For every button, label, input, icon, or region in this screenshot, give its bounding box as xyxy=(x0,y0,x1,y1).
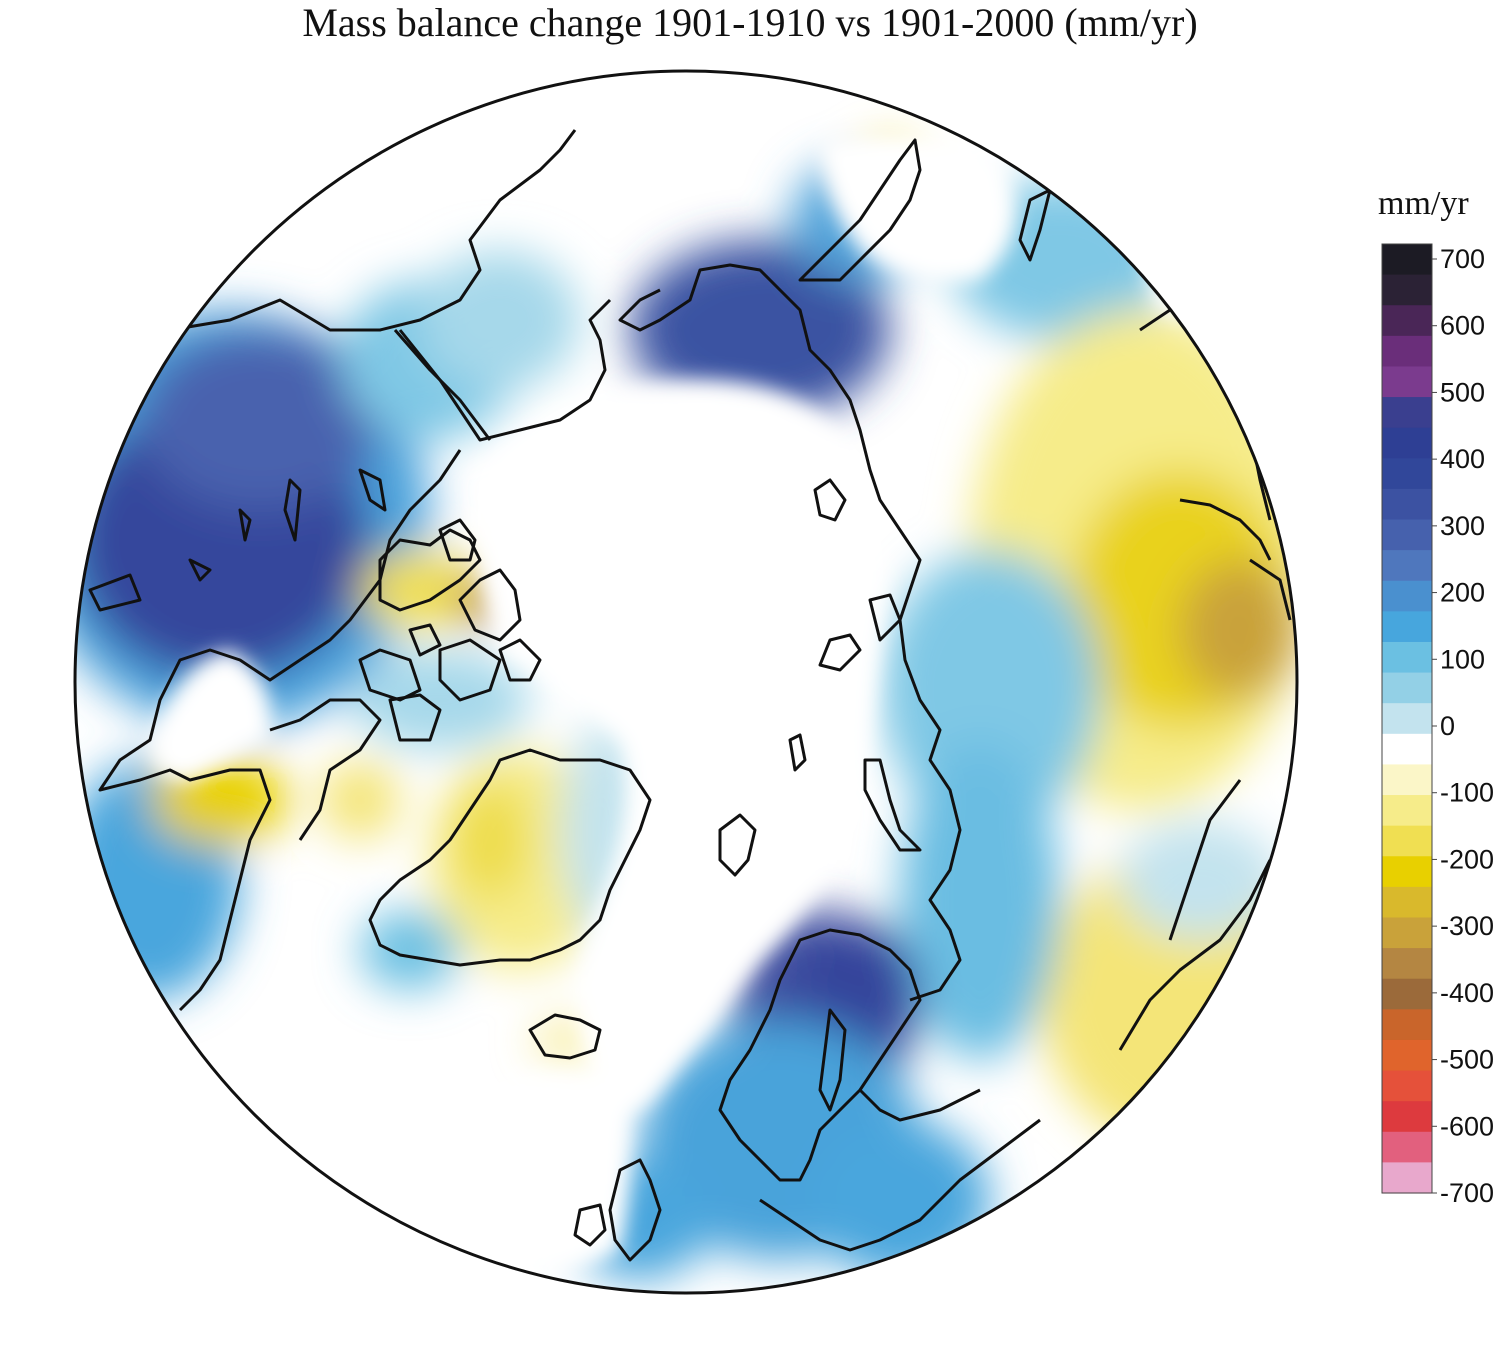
colorbar-tick-label: 700 xyxy=(1440,244,1485,274)
colorbar-swatch xyxy=(1382,1009,1432,1041)
colorbar-swatch xyxy=(1382,672,1432,704)
ireland-coast xyxy=(573,1203,607,1247)
colorbar-swatch xyxy=(1382,733,1432,766)
colorbar-tick-label: -700 xyxy=(1440,1178,1494,1208)
scandinavia-coast xyxy=(718,928,922,1182)
map-boundary xyxy=(73,69,1299,1295)
alaska-canada-border xyxy=(393,329,492,441)
svalbard-coast xyxy=(718,813,757,877)
colorbar-swatch xyxy=(1382,825,1432,857)
coastlines xyxy=(88,129,1292,1262)
colorbar-swatch xyxy=(1382,1162,1432,1194)
colorbar-swatch xyxy=(1382,458,1432,490)
colorbar-tick-label: 400 xyxy=(1440,444,1485,474)
colorbar-tick-label: -300 xyxy=(1440,911,1494,941)
siberia-coast xyxy=(618,263,962,1002)
novaya-zemlya-coast xyxy=(863,758,922,852)
colorbar-swatch xyxy=(1382,397,1432,429)
colorbar-tick-label: -400 xyxy=(1440,978,1494,1008)
colorbar-swatch xyxy=(1382,1039,1432,1072)
kazakh-border xyxy=(1118,859,1272,1051)
colorbar-tick-label: 600 xyxy=(1440,311,1485,341)
colorbar-swatch xyxy=(1382,795,1432,827)
colorbar-swatch xyxy=(1382,519,1432,551)
colorbar-swatch xyxy=(1382,611,1432,643)
colorbar-swatch xyxy=(1382,886,1432,919)
colorbar-swatch xyxy=(1382,335,1432,368)
europe-coast xyxy=(759,1118,1041,1252)
colorbar-tick-label: 300 xyxy=(1440,511,1485,541)
colorbar-frame xyxy=(1381,243,1433,1194)
mass-balance-field xyxy=(75,140,1297,1280)
colorbar-swatch xyxy=(1382,1131,1432,1163)
island-banks xyxy=(378,528,482,612)
greenland-coast xyxy=(368,748,652,967)
colorbar-tick-label: -600 xyxy=(1440,1111,1494,1141)
chart-title: Mass balance change 1901-1910 vs 1901-20… xyxy=(302,0,1198,45)
colorbar-swatch xyxy=(1382,764,1432,796)
colorbar-swatch xyxy=(1382,488,1432,521)
baltic-border xyxy=(858,1088,981,1122)
labrador-coast xyxy=(269,698,382,841)
iceland-coast xyxy=(528,1013,602,1060)
colorbar-swatch xyxy=(1382,1101,1432,1133)
colorbar-tick-label: -500 xyxy=(1440,1045,1494,1075)
colorbar-unit-label: mm/yr xyxy=(1378,185,1469,222)
alaska-coast xyxy=(169,129,577,332)
colorbar-swatch xyxy=(1382,580,1432,612)
bothnia-coast xyxy=(818,1008,847,1112)
colorbar-tick-label: 100 xyxy=(1440,644,1485,674)
colorbar-tick-label: -200 xyxy=(1440,844,1494,874)
colorbar-tick-label: -100 xyxy=(1440,778,1494,808)
colorbar-swatch xyxy=(1382,917,1432,949)
colorbar-swatch xyxy=(1382,856,1432,888)
colorbar-swatch xyxy=(1382,1070,1432,1102)
island-axel xyxy=(438,518,477,562)
colorbar-swatch xyxy=(1382,641,1432,674)
colorbar-tick-label: 0 xyxy=(1440,711,1455,741)
colorbar-swatch xyxy=(1382,948,1432,980)
ocean-mask xyxy=(150,71,1297,1273)
colorbar-swatch xyxy=(1382,305,1432,337)
colorbar-swatch xyxy=(1382,366,1432,398)
colorbar-swatch xyxy=(1382,703,1432,735)
colorbar-tick-label: 200 xyxy=(1440,578,1485,608)
colorbar-swatch xyxy=(1382,978,1432,1010)
island-ellesmere xyxy=(458,568,522,642)
polar-map xyxy=(75,71,1297,1293)
colorbar-swatch xyxy=(1382,427,1432,459)
britain-coast xyxy=(608,1158,662,1262)
hudson-bay-coast xyxy=(98,449,462,1012)
colorbar-swatch xyxy=(1382,274,1432,306)
colorbar-swatch xyxy=(1382,550,1432,582)
kamchatka-coast xyxy=(798,138,922,282)
yukon-coast xyxy=(398,298,612,442)
colorbar-swatch xyxy=(1382,244,1432,276)
colorbar-tick-label: 500 xyxy=(1440,377,1485,407)
colorbar: 700 600 500 400 300 200 100 0 -100 -200 -300 -400 -5… xyxy=(1381,243,1494,1208)
baikal-coast xyxy=(1179,498,1272,561)
